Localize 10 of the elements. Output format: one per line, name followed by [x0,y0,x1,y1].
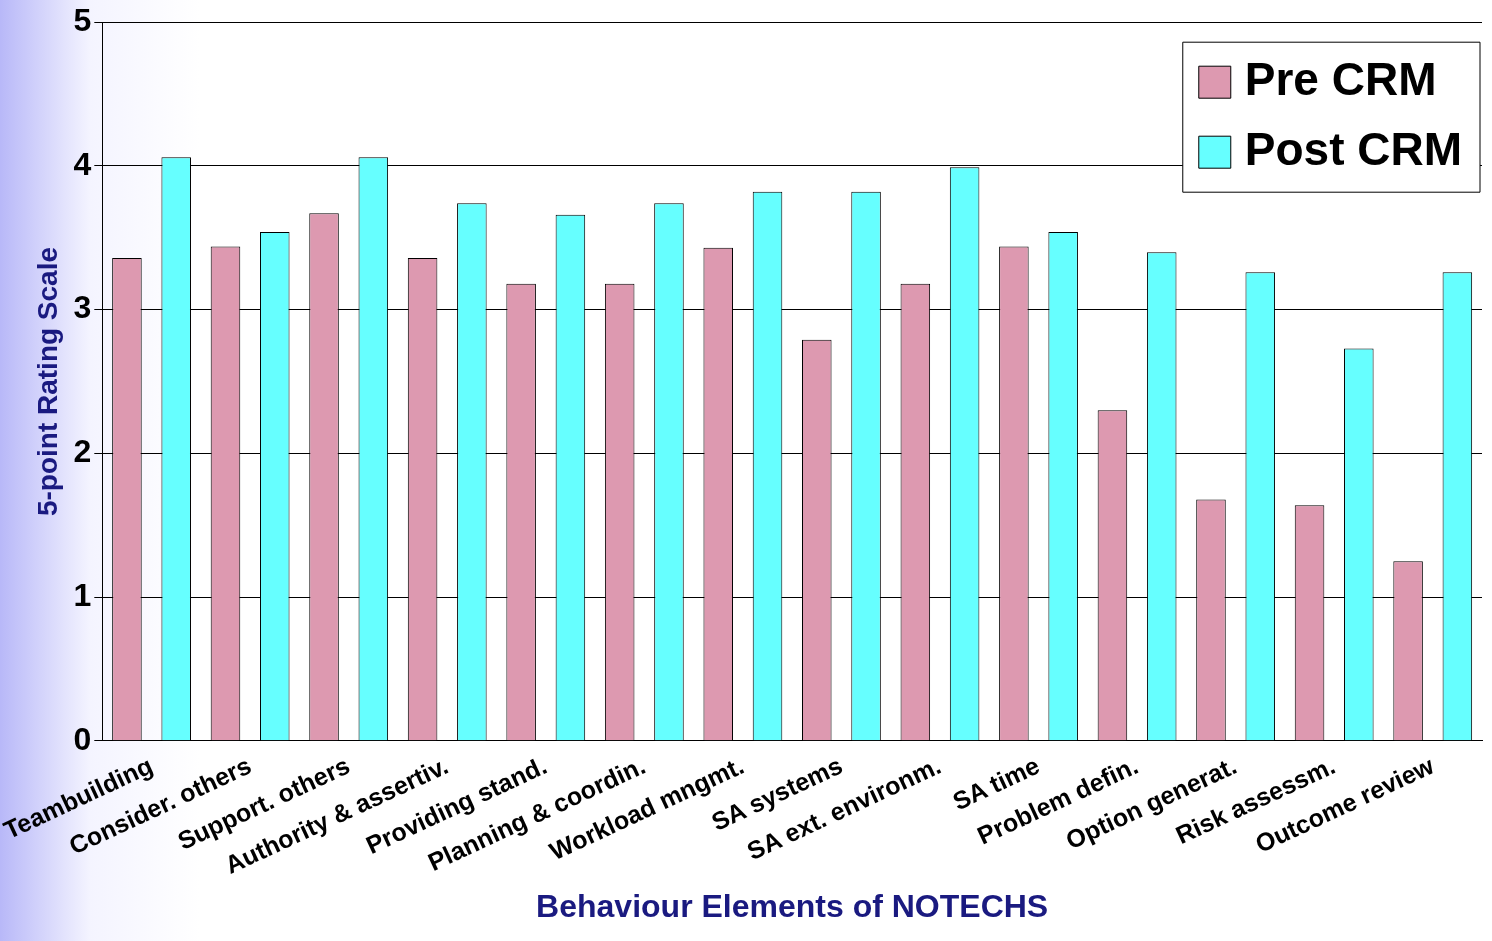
y-axis-title: 5-point Rating Scale [32,246,64,517]
y-tick-label: 2 [73,433,92,470]
y-tick-label: 0 [73,720,92,757]
legend-label: Post CRM [1244,122,1463,175]
y-tick-label: 1 [73,576,92,613]
x-axis-title: Behaviour Elements of NOTECHS [536,887,1049,924]
y-tick-label: 3 [73,289,92,326]
legend-label: Pre CRM [1244,52,1437,105]
y-tick-label: 4 [73,145,92,182]
y-tick-label: 5 [73,2,92,39]
